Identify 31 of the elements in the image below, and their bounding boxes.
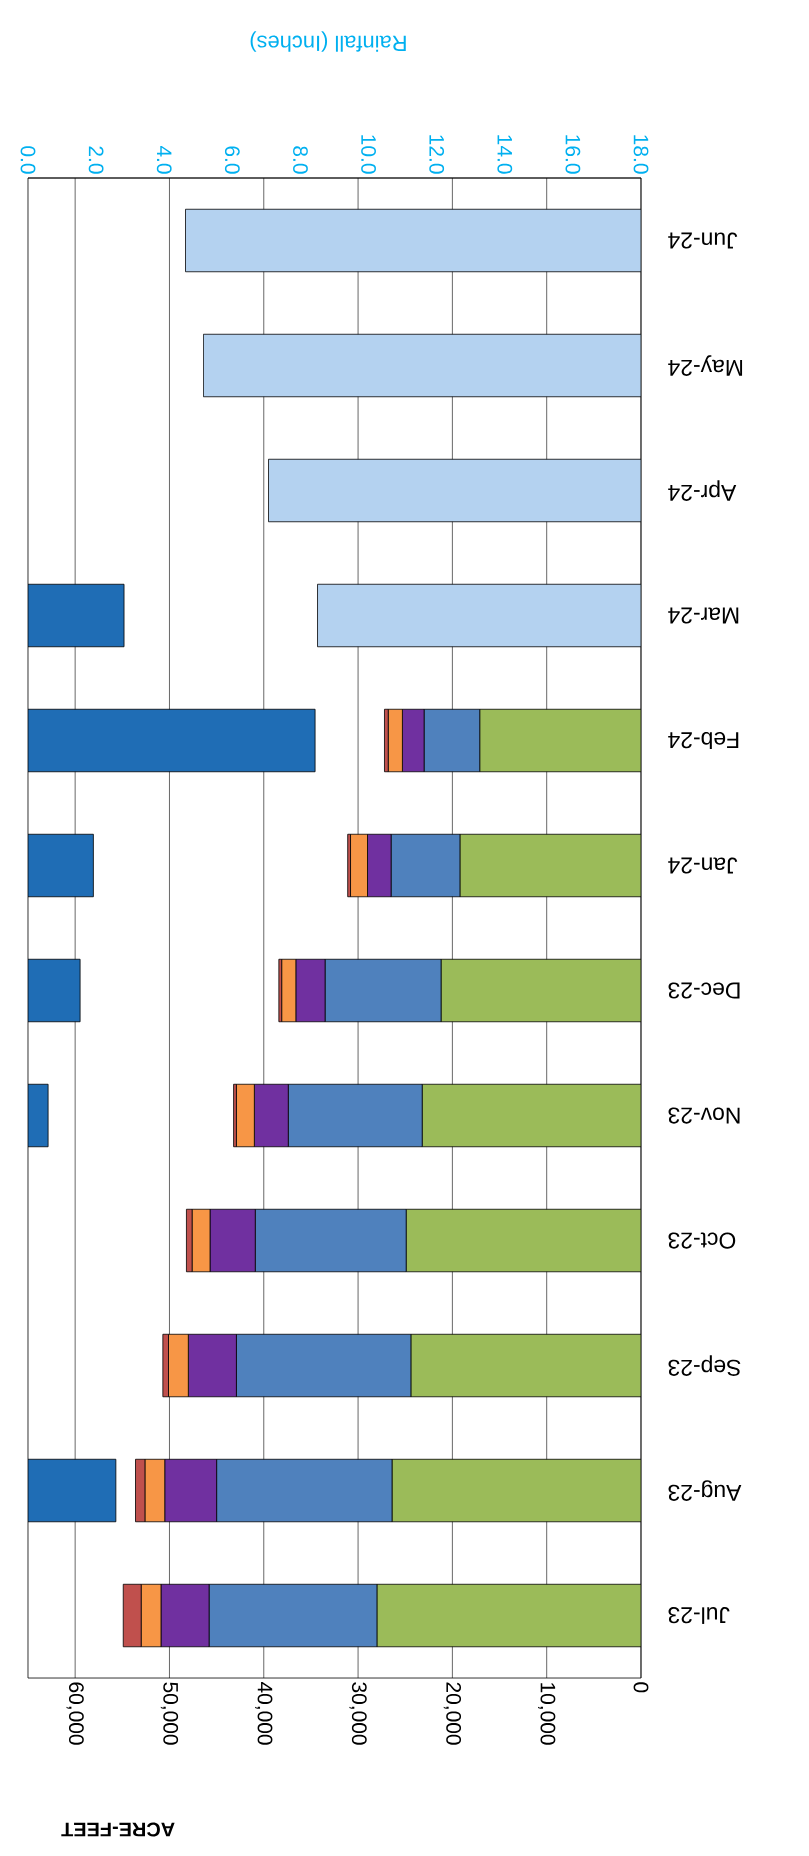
x-tick-label: 20,000	[443, 1682, 462, 1745]
x2-tick-label: 18.0	[633, 135, 649, 174]
x-axis-title: ACRE-FEET	[61, 1822, 175, 1837]
y-tick-label: Jan-24	[668, 857, 738, 874]
x2-tick-label: 8.0	[293, 146, 308, 174]
y-tick-label: Jul-23	[668, 1607, 730, 1624]
y-tick-label: Dec-23	[668, 982, 740, 999]
y-tick-label: Apr-24	[668, 480, 737, 501]
x-tick-label: 60,000	[66, 1682, 84, 1745]
x2-tick-label: 16.0	[565, 135, 581, 174]
x-tick-label: 30,000	[349, 1682, 367, 1745]
x2-axis-title: Rainfall (Inches)	[250, 31, 406, 52]
x-tick-label: 0	[633, 1682, 649, 1693]
x2-tick-label: 10.0	[361, 135, 376, 174]
y-tick-label: Nov-23	[668, 1107, 740, 1124]
y-tick-label: Jun-24	[668, 232, 738, 249]
x2-tick-label: 0.0	[20, 146, 36, 174]
x-tick-label: 50,000	[160, 1682, 179, 1745]
x2-tick-label: 14.0	[497, 135, 513, 174]
y-tick-label: Feb-24	[668, 732, 739, 749]
y-tick-label: Sep-23	[668, 1355, 741, 1376]
x2-tick-label: 12.0	[429, 135, 445, 174]
y-tick-label: Aug-23	[668, 1480, 742, 1501]
x-tick-label: 10,000	[538, 1683, 556, 1745]
y-tick-label: Mar-24	[668, 607, 739, 624]
x2-tick-label: 2.0	[88, 146, 104, 174]
x2-tick-label: 4.0	[156, 145, 172, 174]
x2-tick-label: 6.0	[224, 146, 240, 174]
y-tick-label: Oct-23	[668, 1232, 736, 1249]
y-tick-label: May-24	[668, 355, 743, 376]
x-tick-label: 40,000	[255, 1682, 273, 1745]
